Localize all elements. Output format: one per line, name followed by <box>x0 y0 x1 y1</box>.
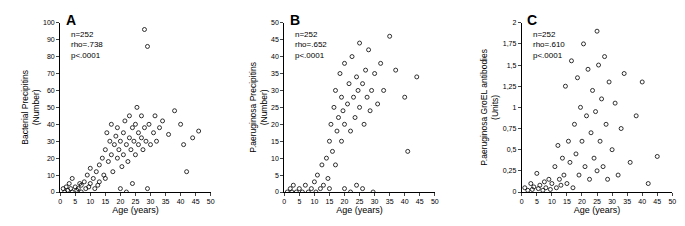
svg-text:80: 80 <box>47 53 55 60</box>
svg-text:35: 35 <box>271 70 279 77</box>
svg-text:0,25: 0,25 <box>503 167 517 174</box>
svg-text:20: 20 <box>271 121 279 128</box>
svg-text:20: 20 <box>116 198 124 205</box>
svg-text:30: 30 <box>47 138 55 145</box>
svg-text:15: 15 <box>563 198 571 205</box>
svg-text:P.aeruginosa Precipitins(Numbe: P.aeruginosa Precipitins(Number) <box>248 62 269 153</box>
svg-text:25: 25 <box>356 198 364 205</box>
svg-text:n=252rho=.652p<.0001: n=252rho=.652p<.0001 <box>295 30 327 60</box>
svg-text:30: 30 <box>371 198 379 205</box>
svg-text:0: 0 <box>520 198 524 205</box>
svg-text:B: B <box>290 12 300 28</box>
svg-text:0: 0 <box>282 198 286 205</box>
svg-text:5: 5 <box>535 198 539 205</box>
svg-text:25: 25 <box>271 104 279 111</box>
svg-text:10: 10 <box>86 198 94 205</box>
svg-text:15: 15 <box>326 198 334 205</box>
svg-text:40: 40 <box>271 53 279 60</box>
svg-text:10: 10 <box>271 155 279 162</box>
svg-text:50: 50 <box>431 198 439 205</box>
svg-text:40: 40 <box>47 121 55 128</box>
svg-text:35: 35 <box>162 198 170 205</box>
svg-text:20: 20 <box>47 155 55 162</box>
svg-text:5: 5 <box>297 198 301 205</box>
svg-text:P.aeruginosa GroEL antibodies(: P.aeruginosa GroEL antibodies(Units) <box>479 49 500 166</box>
svg-text:45: 45 <box>653 198 661 205</box>
svg-text:30: 30 <box>147 198 155 205</box>
svg-text:50: 50 <box>207 198 215 205</box>
svg-text:25: 25 <box>593 198 601 205</box>
svg-text:10: 10 <box>548 198 556 205</box>
svg-text:1,25: 1,25 <box>503 83 517 90</box>
svg-text:50: 50 <box>47 104 55 111</box>
svg-text:1,5: 1,5 <box>507 62 517 69</box>
svg-text:5: 5 <box>73 198 77 205</box>
svg-text:A: A <box>66 12 76 28</box>
svg-text:0,75: 0,75 <box>503 125 517 132</box>
svg-text:45: 45 <box>271 36 279 43</box>
svg-text:90: 90 <box>47 36 55 43</box>
svg-text:30: 30 <box>271 87 279 94</box>
svg-text:1,75: 1,75 <box>503 40 517 47</box>
svg-text:60: 60 <box>47 87 55 94</box>
svg-text:Age (years): Age (years) <box>112 205 159 215</box>
svg-text:50: 50 <box>271 19 279 26</box>
svg-text:2: 2 <box>512 19 516 26</box>
svg-text:10: 10 <box>47 172 55 179</box>
svg-text:35: 35 <box>386 198 394 205</box>
svg-text:0: 0 <box>275 188 279 195</box>
svg-text:40: 40 <box>638 198 646 205</box>
svg-text:20: 20 <box>578 198 586 205</box>
svg-text:5: 5 <box>275 172 279 179</box>
svg-text:1: 1 <box>512 104 516 111</box>
svg-text:Bacterial Precipitins(Number): Bacterial Precipitins(Number) <box>20 70 41 145</box>
svg-text:35: 35 <box>623 198 631 205</box>
svg-text:0: 0 <box>51 188 55 195</box>
svg-text:0: 0 <box>58 198 62 205</box>
svg-text:15: 15 <box>271 138 279 145</box>
svg-text:45: 45 <box>416 198 424 205</box>
svg-text:40: 40 <box>177 198 185 205</box>
svg-text:n=252rho=.738p<.0001: n=252rho=.738p<.0001 <box>71 30 103 60</box>
svg-text:Age (years): Age (years) <box>574 205 621 215</box>
svg-text:25: 25 <box>132 198 140 205</box>
svg-text:n=252rho=.610p<.0001: n=252rho=.610p<.0001 <box>533 30 565 60</box>
svg-text:0: 0 <box>512 188 516 195</box>
svg-text:45: 45 <box>192 198 200 205</box>
svg-text:Age (years): Age (years) <box>336 205 383 215</box>
svg-text:50: 50 <box>668 198 676 205</box>
svg-text:100: 100 <box>43 19 55 26</box>
svg-text:C: C <box>527 12 537 28</box>
svg-text:0,5: 0,5 <box>507 146 517 153</box>
svg-text:20: 20 <box>341 198 349 205</box>
svg-text:15: 15 <box>101 198 109 205</box>
svg-text:30: 30 <box>608 198 616 205</box>
svg-text:70: 70 <box>47 70 55 77</box>
svg-text:40: 40 <box>401 198 409 205</box>
svg-text:10: 10 <box>311 198 319 205</box>
